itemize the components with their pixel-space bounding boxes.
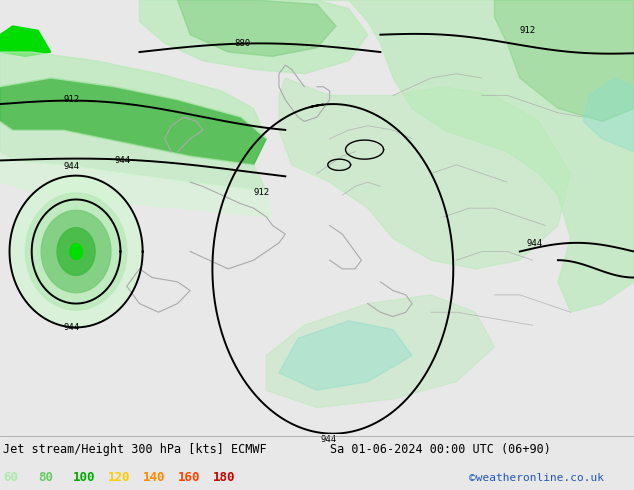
Text: 912: 912 xyxy=(254,188,269,197)
Text: 944: 944 xyxy=(63,162,79,171)
Polygon shape xyxy=(583,78,634,152)
Polygon shape xyxy=(10,175,143,327)
Polygon shape xyxy=(41,210,111,293)
Polygon shape xyxy=(0,26,51,56)
Polygon shape xyxy=(285,0,634,312)
Text: 180: 180 xyxy=(212,471,235,484)
Polygon shape xyxy=(0,122,266,191)
Text: 160: 160 xyxy=(178,471,200,484)
Text: 140: 140 xyxy=(143,471,165,484)
Text: ©weatheronline.co.uk: ©weatheronline.co.uk xyxy=(469,472,604,483)
Polygon shape xyxy=(139,0,368,74)
Text: 80: 80 xyxy=(38,471,53,484)
Text: 944: 944 xyxy=(320,435,336,444)
Polygon shape xyxy=(0,78,266,165)
Text: 912: 912 xyxy=(63,95,79,104)
Text: Jet stream/Height 300 hPa [kts] ECMWF: Jet stream/Height 300 hPa [kts] ECMWF xyxy=(3,443,267,456)
Polygon shape xyxy=(25,193,127,310)
Polygon shape xyxy=(0,52,266,139)
Text: 60: 60 xyxy=(3,471,18,484)
Text: 880: 880 xyxy=(235,39,250,48)
Text: 944: 944 xyxy=(63,322,79,332)
Text: 100: 100 xyxy=(73,471,95,484)
Polygon shape xyxy=(495,0,634,122)
Text: Sa 01-06-2024 00:00 UTC (06+90): Sa 01-06-2024 00:00 UTC (06+90) xyxy=(330,443,550,456)
Text: 912: 912 xyxy=(520,25,536,34)
Text: 120: 120 xyxy=(108,471,130,484)
Polygon shape xyxy=(279,78,571,269)
Text: 944: 944 xyxy=(526,239,542,248)
Polygon shape xyxy=(70,244,82,259)
Polygon shape xyxy=(279,321,412,390)
Polygon shape xyxy=(178,0,336,56)
Polygon shape xyxy=(266,295,495,408)
Text: 944: 944 xyxy=(114,156,130,165)
Polygon shape xyxy=(0,152,273,217)
Polygon shape xyxy=(57,228,95,275)
